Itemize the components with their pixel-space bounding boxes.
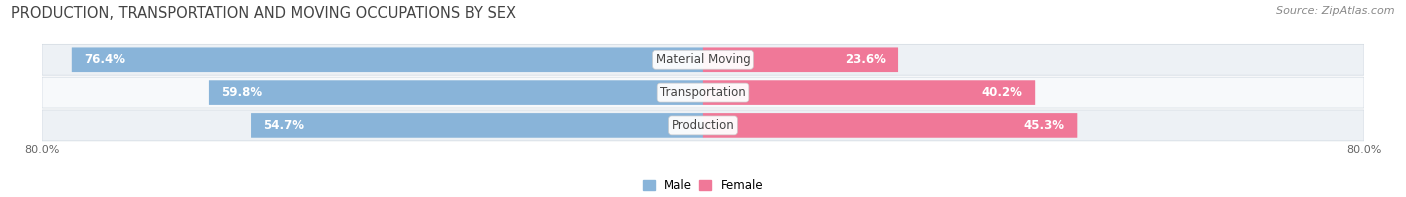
- FancyBboxPatch shape: [703, 47, 898, 72]
- FancyBboxPatch shape: [42, 110, 1364, 141]
- Text: 54.7%: 54.7%: [263, 119, 305, 132]
- FancyBboxPatch shape: [72, 47, 703, 72]
- FancyBboxPatch shape: [209, 80, 703, 105]
- FancyBboxPatch shape: [42, 77, 1364, 108]
- Text: 40.2%: 40.2%: [981, 86, 1022, 99]
- Text: 59.8%: 59.8%: [221, 86, 263, 99]
- Text: Transportation: Transportation: [661, 86, 745, 99]
- FancyBboxPatch shape: [703, 80, 1035, 105]
- FancyBboxPatch shape: [703, 113, 1077, 138]
- Text: Material Moving: Material Moving: [655, 53, 751, 66]
- Text: 76.4%: 76.4%: [84, 53, 125, 66]
- Text: Source: ZipAtlas.com: Source: ZipAtlas.com: [1277, 6, 1395, 16]
- FancyBboxPatch shape: [252, 113, 703, 138]
- Legend: Male, Female: Male, Female: [638, 175, 768, 197]
- FancyBboxPatch shape: [42, 44, 1364, 75]
- Text: 45.3%: 45.3%: [1024, 119, 1064, 132]
- Text: Production: Production: [672, 119, 734, 132]
- Text: PRODUCTION, TRANSPORTATION AND MOVING OCCUPATIONS BY SEX: PRODUCTION, TRANSPORTATION AND MOVING OC…: [11, 6, 516, 21]
- Text: 23.6%: 23.6%: [845, 53, 886, 66]
